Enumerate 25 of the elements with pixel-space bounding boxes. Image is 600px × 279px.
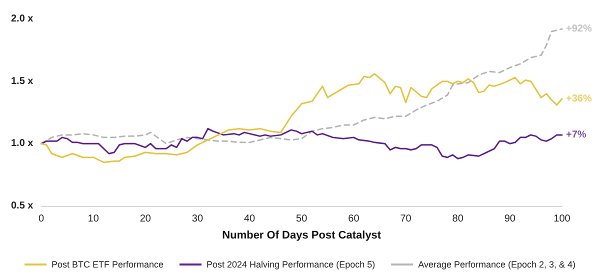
x-tick-label: 50 [296, 214, 308, 224]
x-tick-label: 80 [452, 214, 464, 224]
y-tick-label: 1.5 x [10, 76, 34, 87]
x-axis-title: Number Of Days Post Catalyst [222, 230, 382, 242]
line-series [40, 73, 563, 164]
x-tick-label: 90 [504, 214, 516, 224]
line-series [40, 28, 563, 144]
y-tick-label: 1.0 x [10, 138, 34, 150]
x-tick-label: 70 [400, 214, 412, 224]
x-tick-label: 0 [38, 214, 44, 224]
line-series [40, 128, 563, 160]
legend-label: Post BTC ETF Performance [51, 260, 164, 270]
text: +7% [566, 129, 586, 140]
legend-label: Post 2024 Halving Performance (Epoch 5) [206, 260, 376, 270]
y-tick-label: 0.5 x [10, 200, 34, 212]
legend-label: Average Performance (Epoch 2, 3, & 4) [418, 260, 576, 270]
y-tick-label: 2.0 x [10, 14, 34, 24]
x-tick-label: 20 [140, 214, 152, 224]
x-tick-label: 60 [348, 214, 360, 224]
x-tick-label: 30 [192, 214, 204, 224]
text: +36% [566, 93, 592, 104]
x-tick-label: 100 [554, 214, 571, 224]
x-tick-label: 40 [244, 214, 256, 224]
text: +92% [566, 23, 592, 34]
x-tick-label: 10 [88, 214, 100, 224]
